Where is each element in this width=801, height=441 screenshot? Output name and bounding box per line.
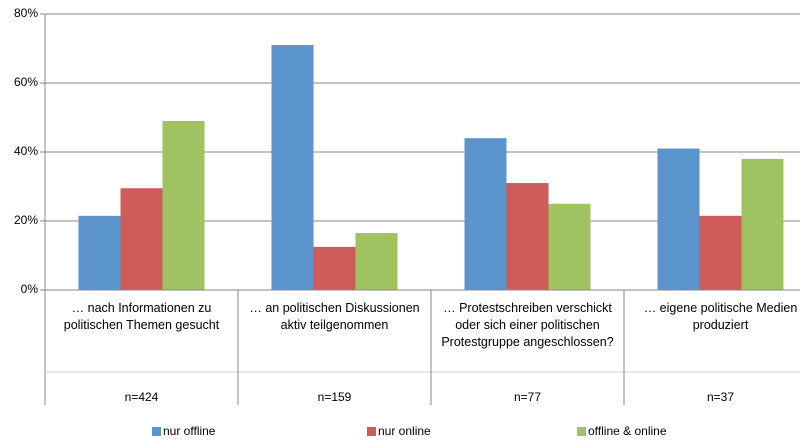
- legend-label: nur online: [378, 424, 431, 438]
- bar: [657, 148, 700, 290]
- legend-swatch: [367, 427, 376, 436]
- bar: [741, 158, 784, 290]
- sample-size: n=159: [318, 390, 352, 404]
- x-tick-label: … an politischen Diskussionen aktiv teil…: [249, 301, 420, 332]
- bar: [548, 203, 591, 290]
- legend-swatch: [152, 427, 161, 436]
- sample-size: n=77: [514, 390, 541, 404]
- y-tick-label: 60%: [14, 75, 38, 89]
- x-tick-label: … eigene politische Medien produziert: [643, 301, 798, 332]
- bar: [313, 246, 356, 290]
- sample-size: n=37: [707, 390, 734, 404]
- x-tick-label: … Protestschreiben verschickt oder sich …: [441, 301, 614, 349]
- bar: [271, 45, 314, 290]
- y-tick-label: 0%: [21, 282, 39, 296]
- bar: [506, 183, 549, 290]
- y-tick-label: 80%: [14, 6, 38, 20]
- bar: [120, 188, 163, 290]
- x-tick-label: … nach Informationen zu politischen Them…: [63, 301, 220, 332]
- legend-label: nur offline: [163, 424, 216, 438]
- bar: [162, 120, 205, 290]
- legend-swatch: [577, 427, 586, 436]
- legend-label: offline & online: [588, 424, 667, 438]
- sample-size: n=424: [125, 390, 159, 404]
- bar: [355, 233, 398, 290]
- bar: [78, 215, 121, 290]
- bar: [464, 138, 507, 290]
- y-tick-label: 40%: [14, 144, 38, 158]
- bar: [699, 215, 742, 290]
- y-tick-label: 20%: [14, 213, 38, 227]
